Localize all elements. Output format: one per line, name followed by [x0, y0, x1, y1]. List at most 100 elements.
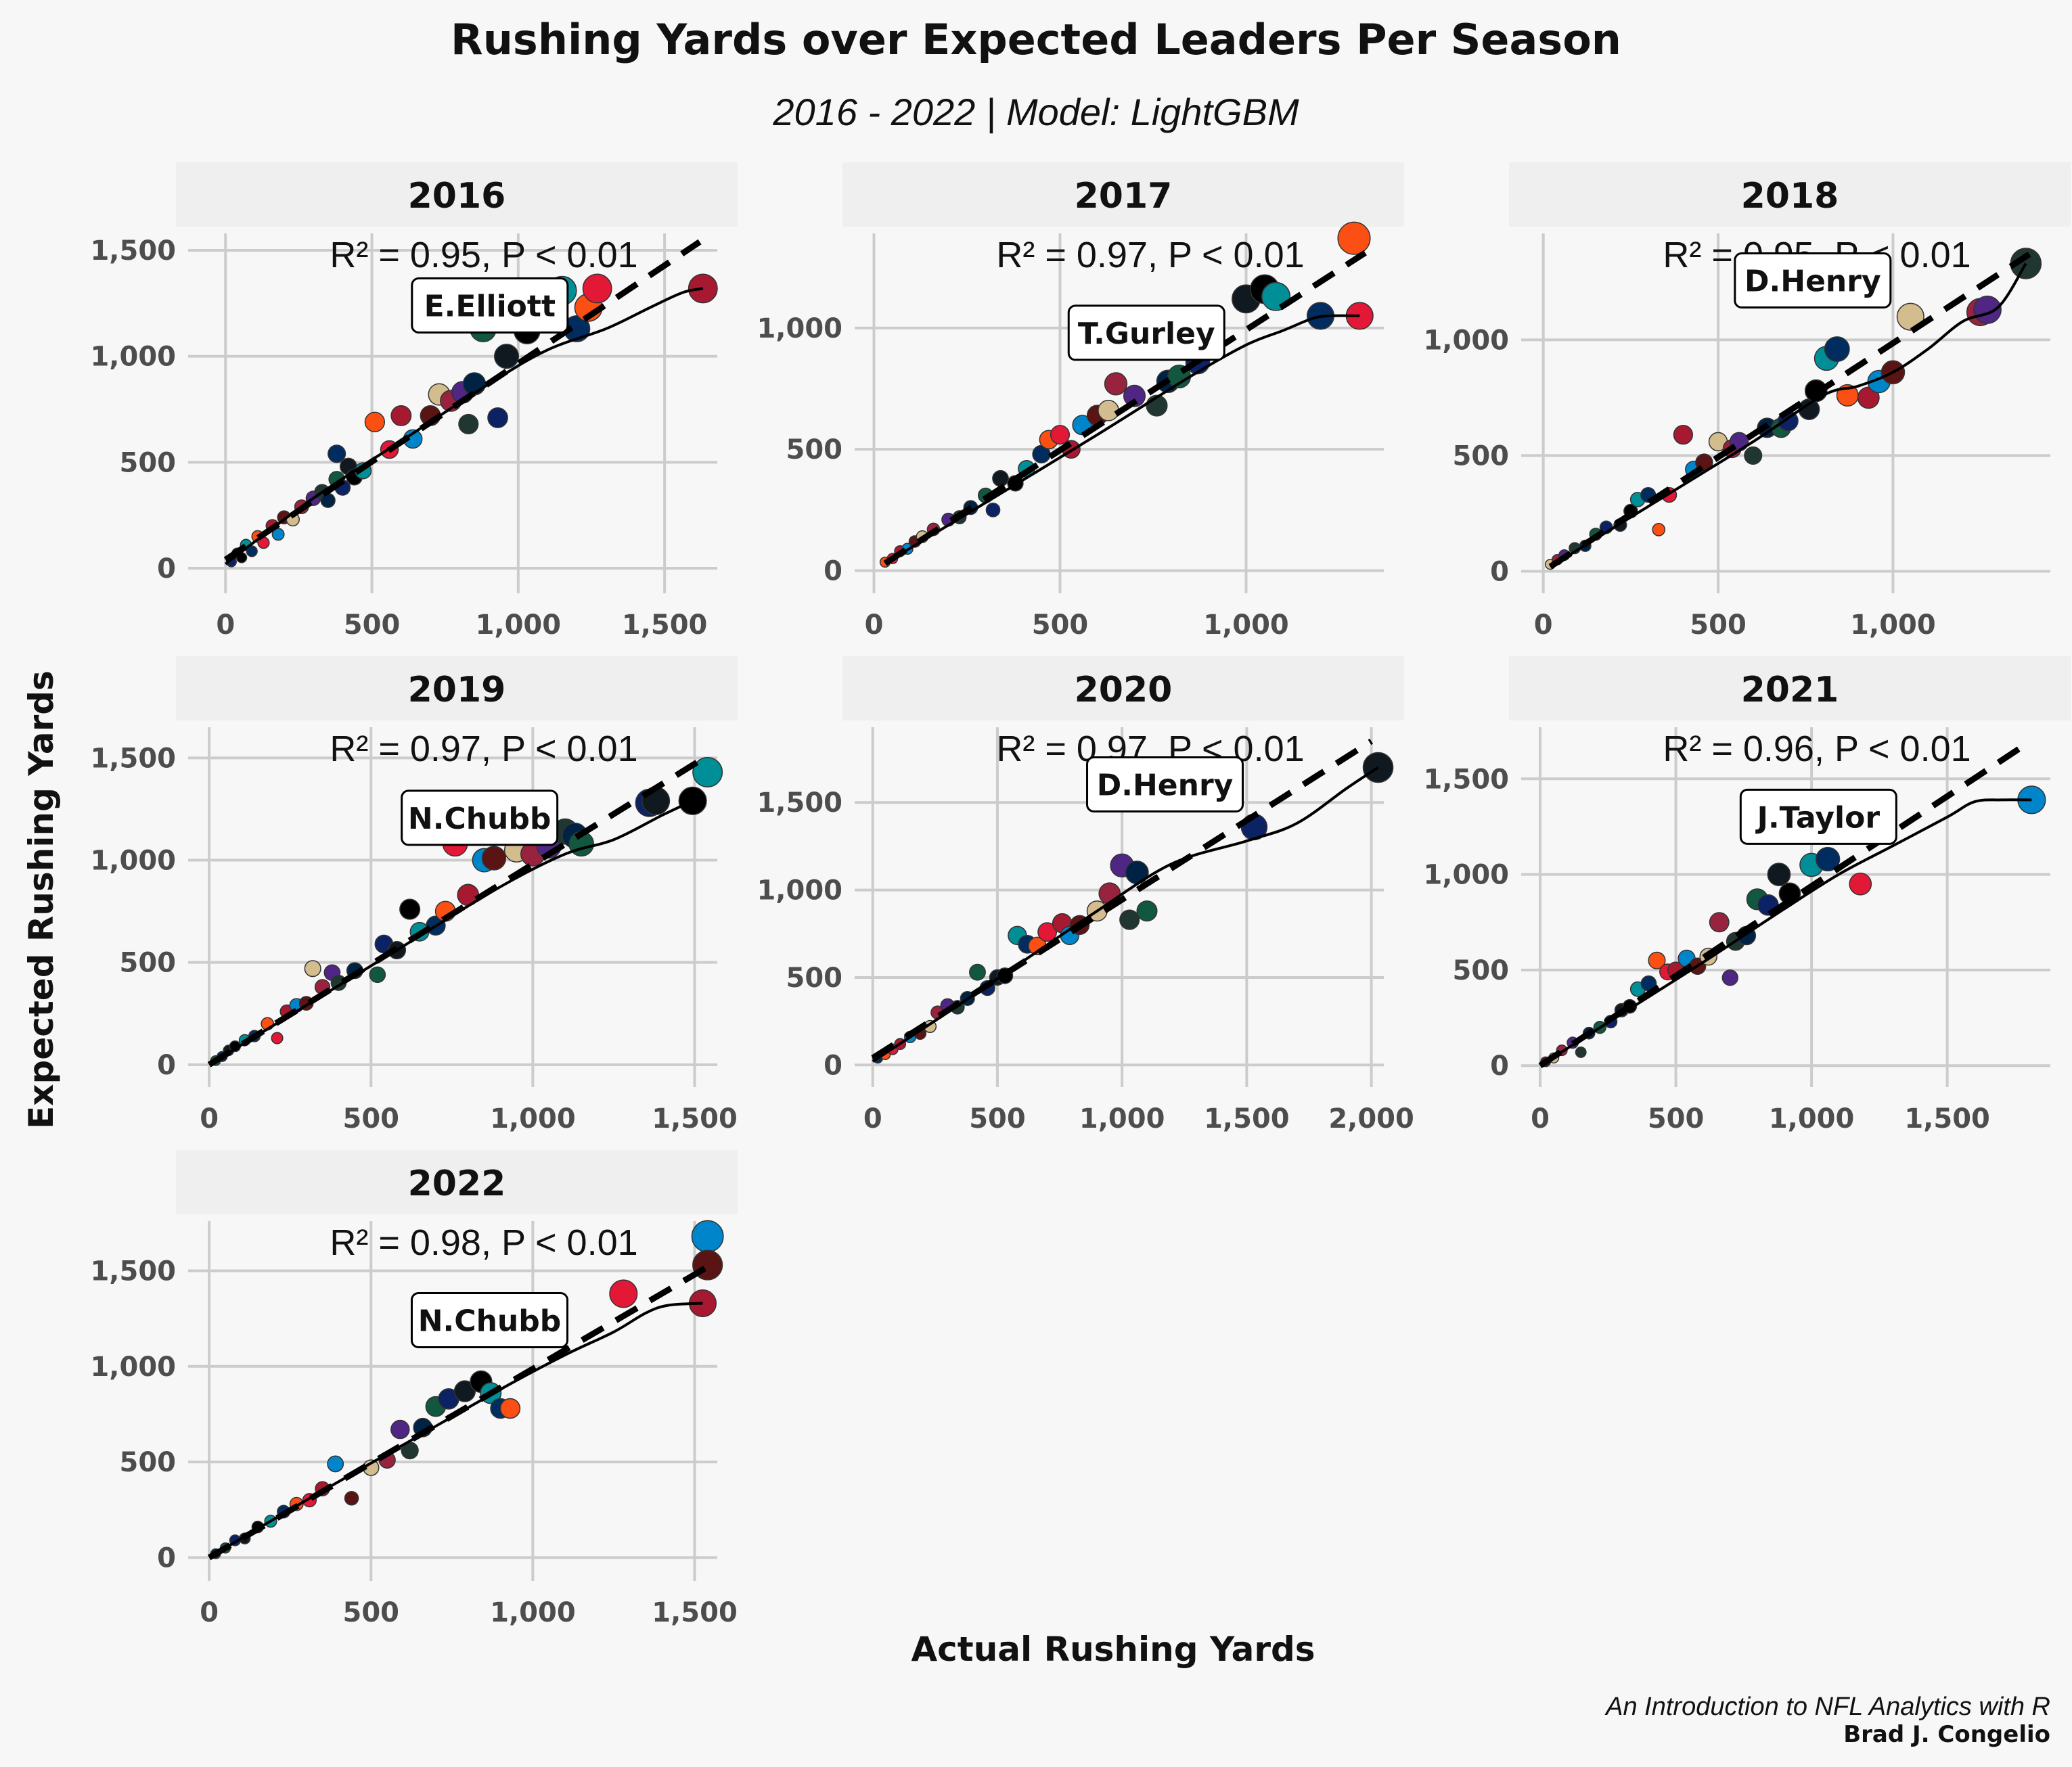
data-point: [458, 413, 479, 434]
dashed-regression-line: [1538, 739, 2031, 1068]
x-tick-label: 2,000: [1328, 1103, 1414, 1134]
leader-label-box: [1086, 756, 1244, 813]
panel-2017: 2017 0 500 1,000 0 500 1,000 R² = 0.97, P < 0.0…: [757, 162, 1404, 641]
y-tick-label: 1,500: [90, 1256, 176, 1287]
y-tick-label: 1,500: [1423, 764, 1509, 795]
x-tick-label: 500: [343, 1597, 400, 1628]
data-point: [1744, 446, 1763, 465]
x-axis-label: Actual Rushing Yards: [911, 1630, 1315, 1669]
leader-label: D.Henry: [1097, 768, 1234, 803]
y-tick-label: 0: [157, 1050, 176, 1081]
chart-subtitle: 2016 - 2022 | Model: LightGBM: [772, 91, 1299, 134]
facet-strip-label: 2021: [1741, 670, 1839, 710]
x-tick-label: 1,000: [490, 1103, 576, 1134]
data-point: [320, 492, 336, 508]
facet-strip: [176, 656, 738, 720]
x-tick-label: 0: [216, 610, 235, 641]
facet-strip-label: 2017: [1075, 176, 1173, 216]
facet-strip: [1509, 656, 2071, 720]
data-point: [1849, 872, 1872, 896]
x-tick-label: 0: [200, 1103, 219, 1134]
panel-2019: 2019 0 500 1,000 1,500 0 500 1,000 1,500 R² = 0.9…: [90, 656, 738, 1134]
panel-2021: 2021 0 500 1,000 1,500 0 500 1,000 1,500 R² = 0.9…: [1423, 656, 2071, 1134]
y-tick-label: 500: [786, 963, 843, 994]
stat-annotation: R² = 0.96, P < 0.01: [1663, 729, 1970, 769]
data-point: [691, 1220, 724, 1253]
leader-label: J.Taylor: [1755, 800, 1880, 835]
data-point: [1575, 1046, 1587, 1058]
facet-strip: [176, 1150, 738, 1214]
leader-label: E.Elliott: [424, 289, 556, 323]
data-point: [1123, 384, 1146, 407]
facet-strip-label: 2019: [408, 670, 506, 710]
data-point: [688, 273, 718, 304]
data-point: [499, 1398, 521, 1419]
data-point: [1037, 922, 1058, 942]
data-point: [1098, 399, 1119, 421]
data-point: [271, 1032, 284, 1045]
smooth-trend-line: [872, 766, 1379, 1063]
data-point: [364, 411, 386, 432]
y-tick-label: 1,000: [757, 313, 842, 344]
x-tick-label: 1,000: [1203, 610, 1289, 641]
data-point: [609, 1279, 638, 1308]
data-point: [1119, 909, 1140, 930]
data-point: [493, 344, 520, 369]
y-tick-label: 500: [1453, 440, 1510, 472]
y-tick-label: 1,000: [90, 846, 176, 877]
x-tick-label: 500: [1690, 610, 1747, 641]
x-tick-label: 1,500: [652, 1103, 738, 1134]
y-tick-label: 1,500: [757, 787, 842, 819]
x-tick-label: 0: [1534, 610, 1553, 641]
data-point: [369, 966, 386, 984]
caption-author: Brad J. Congelio: [1843, 1721, 2050, 1748]
y-tick-label: 0: [1490, 556, 1509, 587]
y-tick-label: 0: [157, 1542, 176, 1574]
data-point: [1896, 302, 1924, 331]
x-tick-label: 0: [200, 1597, 219, 1628]
data-point: [1673, 424, 1694, 445]
leader-label-box: [1067, 304, 1225, 361]
dashed-regression-line: [883, 250, 1367, 566]
data-point: [1050, 425, 1071, 445]
data-point: [481, 846, 507, 871]
data-point: [390, 405, 412, 426]
smooth-trend-line: [225, 287, 704, 566]
facet-strip: [842, 162, 1404, 227]
leader-label-box: [1739, 788, 1897, 845]
smooth-trend-line: [1549, 262, 2027, 568]
data-point: [1767, 863, 1791, 886]
data-point: [1652, 523, 1666, 536]
data-point: [487, 407, 508, 428]
x-tick-label: 500: [343, 1103, 400, 1134]
x-tick-label: 1,500: [622, 610, 708, 641]
y-tick-label: 500: [120, 447, 177, 478]
leader-label-box: [1734, 252, 1892, 308]
stat-annotation: R² = 0.97, P < 0.01: [330, 729, 637, 769]
facet-strip: [1509, 162, 2071, 227]
y-tick-label: 500: [786, 434, 843, 465]
x-tick-label: 1,500: [652, 1597, 738, 1628]
leader-label: D.Henry: [1744, 264, 1881, 298]
x-tick-label: 0: [865, 610, 884, 641]
y-tick-label: 0: [157, 553, 176, 584]
stat-annotation: R² = 0.95, P < 0.01: [330, 235, 637, 275]
data-point: [1709, 912, 1730, 933]
x-tick-label: 500: [344, 610, 401, 641]
data-point: [328, 444, 346, 463]
leader-label: N.Chubb: [408, 802, 551, 836]
x-tick-label: 1,000: [1769, 1103, 1855, 1134]
x-tick-label: 1,500: [1904, 1103, 1990, 1134]
data-point: [1136, 900, 1158, 922]
stat-annotation: R² = 0.97, P < 0.01: [996, 235, 1304, 275]
x-tick-label: 500: [969, 1103, 1026, 1134]
x-tick-label: 1,000: [1079, 1103, 1165, 1134]
dashed-regression-line: [871, 738, 1373, 1061]
y-tick-label: 1,000: [1423, 860, 1509, 891]
x-tick-label: 500: [1648, 1103, 1705, 1134]
y-tick-label: 0: [824, 1050, 842, 1081]
x-tick-label: 0: [1531, 1103, 1550, 1134]
